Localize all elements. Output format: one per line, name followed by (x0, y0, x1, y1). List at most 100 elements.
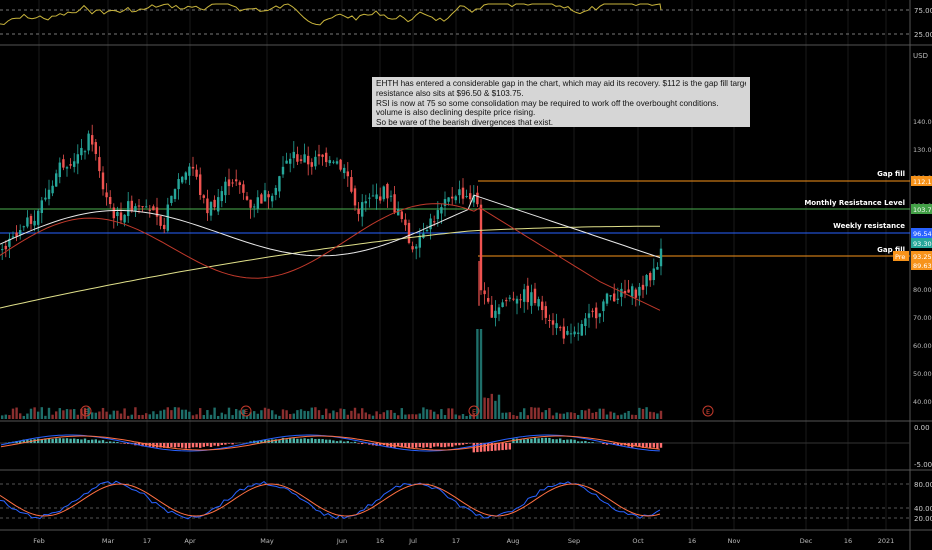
macd-histogram-bar (634, 443, 637, 447)
candle-body (501, 302, 504, 308)
volume-bar (195, 414, 198, 419)
macd-histogram-bar (602, 443, 605, 445)
macd-histogram-bar (62, 438, 65, 443)
volume-bar (346, 414, 349, 419)
candle-body (357, 209, 360, 215)
volume-bar (58, 408, 61, 419)
volume-bar (253, 411, 256, 419)
candle-body (447, 197, 450, 202)
macd-histogram-bar (317, 438, 321, 443)
macd-histogram-bar (433, 443, 436, 447)
volume-bar (199, 408, 202, 419)
candle-body (602, 301, 605, 312)
candle-body (371, 195, 375, 197)
macd-histogram-bar (605, 443, 609, 445)
candle-body (1, 249, 4, 251)
candle-body (440, 207, 443, 214)
annotation-line: volume is also declining despite price r… (376, 108, 536, 118)
candle-body (555, 323, 558, 329)
candle-body (584, 318, 587, 327)
volume-bar (235, 409, 238, 419)
macd-histogram-bar (505, 443, 508, 450)
candle-body (379, 196, 382, 201)
macd-histogram-bar (440, 443, 443, 448)
candle-body (199, 174, 202, 195)
volume-bar (375, 411, 378, 419)
macd-histogram-bar (476, 443, 479, 453)
candle-body (580, 324, 583, 336)
macd-histogram-bar (256, 440, 259, 443)
candle-body (22, 226, 25, 228)
candle-body (515, 298, 519, 304)
volume-bar (116, 410, 119, 419)
volume-bar (213, 407, 216, 419)
macd-histogram-bar (649, 443, 652, 449)
annotation-line: EHTH has entered a considerable gap in t… (376, 79, 746, 88)
macd-histogram-bar (451, 443, 454, 447)
macd-histogram-bar (407, 443, 411, 448)
macd-histogram-bar (127, 443, 130, 444)
macd-histogram-bar (202, 443, 205, 447)
macd-histogram-bar (310, 438, 313, 443)
candle-body (145, 206, 148, 208)
candle-body (562, 326, 565, 339)
macd-histogram-bar (278, 439, 281, 443)
candle-body (317, 154, 321, 157)
volume-bar (141, 414, 144, 419)
level-price-tag (911, 228, 932, 238)
volume-bar (173, 407, 177, 419)
macd-histogram-bar (515, 438, 519, 443)
candle-body (382, 186, 385, 200)
macd-histogram-bar (620, 443, 623, 446)
level-price-tag (911, 260, 932, 270)
candle-body (483, 290, 486, 295)
volume-bar (364, 412, 367, 419)
macd-histogram-bar (321, 439, 324, 443)
volume-bar (415, 414, 418, 419)
volume-bar (321, 415, 324, 419)
volume-bar (94, 412, 97, 419)
candle-body (533, 288, 537, 304)
volume-bar (220, 412, 223, 419)
volume-bar (580, 410, 583, 419)
candle-body (548, 320, 551, 322)
candle-body (343, 167, 346, 174)
candle-body (487, 298, 490, 302)
macd-histogram-bar (415, 443, 418, 448)
price-tick-label: 40.00 (913, 398, 932, 406)
candle-body (609, 295, 612, 297)
macd-histogram-bar (533, 437, 537, 443)
macd-histogram-bar (332, 440, 335, 443)
volume-bar (371, 415, 375, 419)
level-price-tag (911, 176, 932, 186)
candle-body (353, 188, 357, 206)
volume-bar (476, 329, 479, 419)
stochastic-panel: 80.00 40.00 20.00 (0, 480, 932, 523)
x-axis-label: Jun (336, 537, 347, 545)
volume-bar (422, 407, 425, 419)
candle-body (310, 162, 313, 167)
volume-bar (188, 411, 191, 419)
candle-body (443, 199, 447, 206)
macd-histogram-bar (220, 443, 223, 445)
candle-body (91, 135, 94, 145)
candle-body (242, 184, 245, 193)
volume-bar (148, 414, 151, 419)
earnings-label: E (472, 408, 476, 416)
candle-body (350, 177, 353, 192)
volume-bar (447, 408, 450, 419)
volume-bar (479, 329, 483, 419)
candle-body (65, 167, 69, 169)
macd-histogram-bar (231, 443, 234, 445)
macd-histogram-bar (569, 439, 573, 443)
candle-body (512, 298, 515, 300)
candle-body (224, 181, 227, 196)
macd-histogram-bar (281, 437, 285, 443)
candle-body (44, 197, 47, 200)
x-axis-label: Dec (800, 537, 813, 545)
volume-bar (217, 415, 220, 419)
macd-histogram-bar (422, 443, 425, 448)
macd-histogram-bar (55, 438, 58, 443)
candle-body (530, 292, 533, 306)
volume-bar (454, 414, 457, 419)
